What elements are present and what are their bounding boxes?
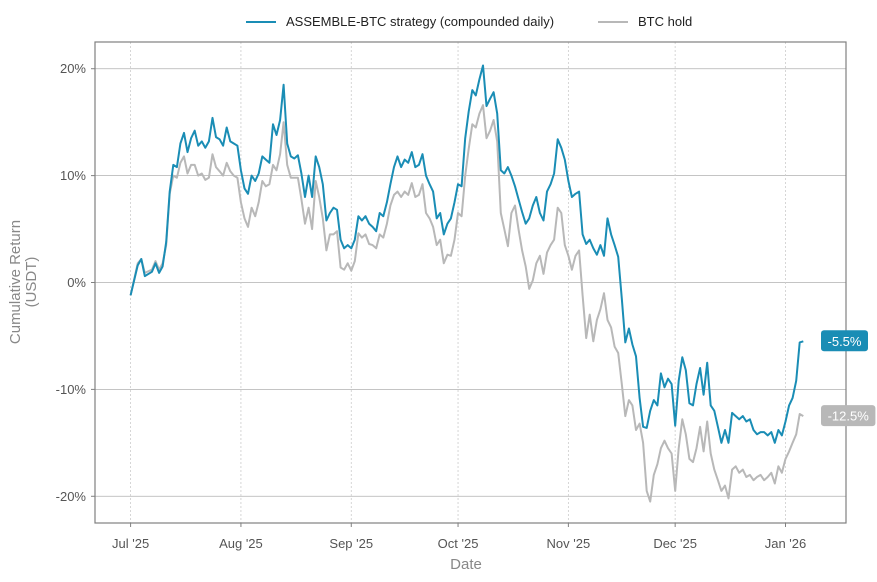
end-badge-label-btc-hold: -12.5% [828, 409, 870, 424]
end-badge-label-strategy: -5.5% [828, 334, 862, 349]
x-tick-label: Nov '25 [547, 536, 591, 551]
y-tick-label: 10% [60, 168, 86, 183]
y-tick-label: 0% [67, 275, 86, 290]
y-axis-title: Cumulative Return (USDT) [7, 220, 40, 344]
x-tick-label: Sep '25 [329, 536, 373, 551]
y-axis-title-line-2: (USDT) [23, 257, 40, 308]
end-badge-strategy [821, 330, 868, 352]
y-tick-label: -10% [56, 382, 87, 397]
y-tick-label: 20% [60, 61, 86, 76]
x-axis-title: Date [450, 556, 482, 573]
x-tick-label: Aug '25 [219, 536, 263, 551]
x-tick-label: Jan '26 [765, 536, 807, 551]
y-tick-label: -20% [56, 489, 87, 504]
end-badge-btc-hold [821, 405, 876, 427]
x-tick-label: Jul '25 [112, 536, 149, 551]
legend-label-btc-hold: BTC hold [638, 14, 692, 29]
legend-label-strategy: ASSEMBLE-BTC strategy (compounded daily) [286, 14, 554, 29]
y-axis-title-line-1: Cumulative Return [7, 220, 24, 344]
legend: ASSEMBLE-BTC strategy (compounded daily)… [246, 14, 692, 29]
end-value-badges: -12.5% -5.5% [821, 330, 876, 427]
series-line-strategy [129, 64, 804, 444]
series-line-btc-hold [129, 104, 804, 503]
axis-ticks: 20% 10% 0% -10% -20% Jul '25 Aug '25 Sep '25 Oct… [56, 61, 807, 551]
gridlines [95, 42, 846, 523]
x-tick-label: Oct '25 [438, 536, 479, 551]
x-tick-label: Dec '25 [653, 536, 697, 551]
series-lines [129, 64, 804, 503]
